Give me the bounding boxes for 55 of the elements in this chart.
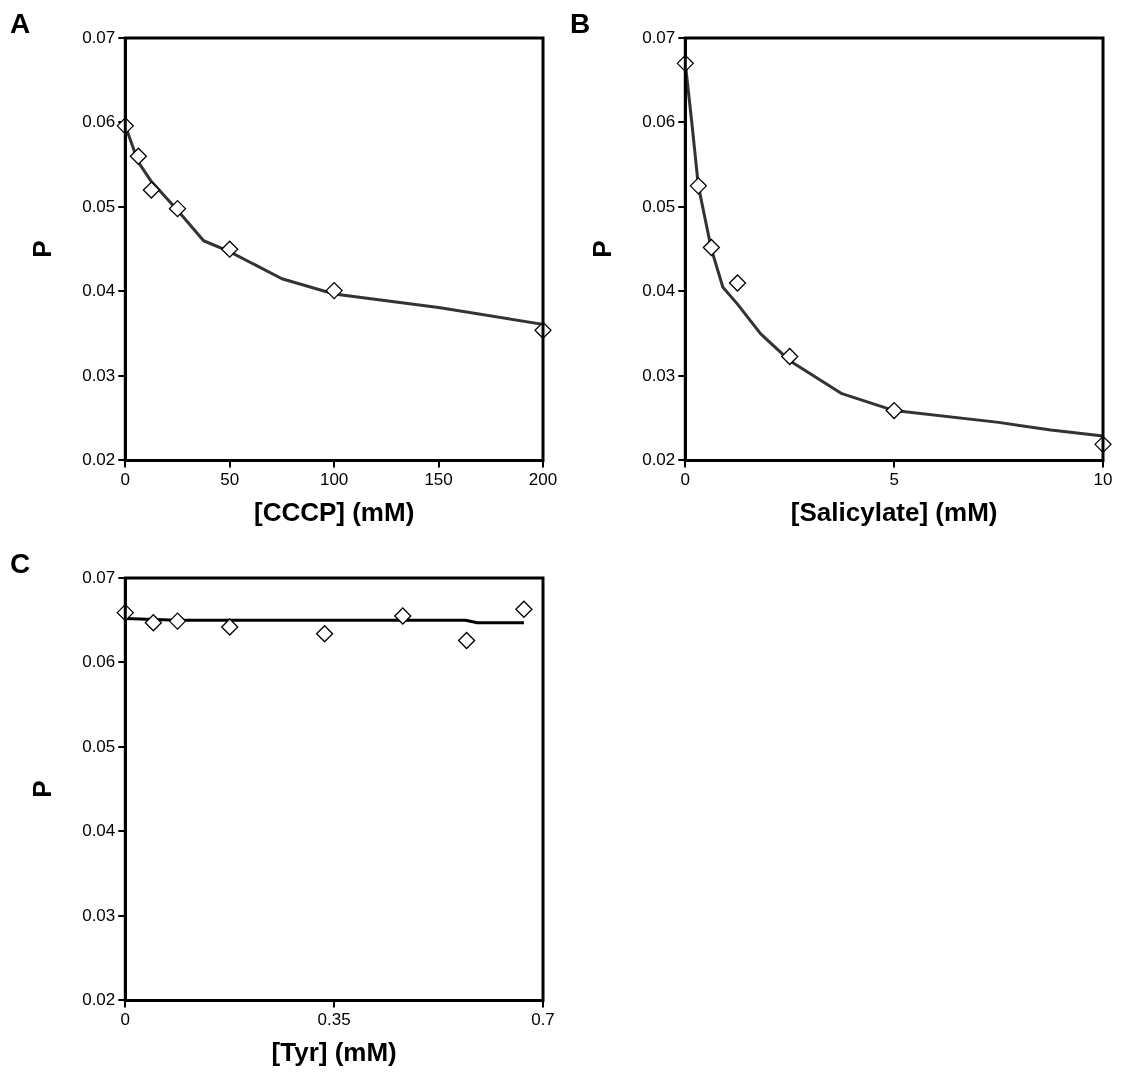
- y-tick-label: 0.03: [82, 365, 116, 385]
- point: [515, 600, 533, 618]
- x-axis-title: [Salicylate] (mM): [790, 496, 998, 527]
- x-tick-label: 0: [120, 1010, 131, 1030]
- y-tick-label: 0.06: [642, 112, 676, 132]
- point: [129, 147, 147, 165]
- x-tick-label: 0.7: [531, 1010, 555, 1030]
- y-tick-label: 0.03: [642, 365, 676, 385]
- point: [168, 200, 187, 218]
- chart-title: B: [570, 8, 591, 40]
- y-tick-label: 0.02: [82, 450, 116, 470]
- point: [144, 614, 162, 632]
- y-axis-title: P: [26, 240, 57, 258]
- y-tick-label: 0.04: [82, 281, 116, 301]
- x-axis-title: [CCCP] (mM): [253, 496, 415, 527]
- y-tick-label: 0.07: [82, 567, 116, 587]
- point: [325, 281, 343, 300]
- y-axis-title: P: [586, 240, 617, 258]
- point: [221, 240, 239, 258]
- y-tick-label: 0.02: [642, 450, 676, 470]
- x-axis-title: [Tyr] (mM): [271, 1036, 397, 1067]
- x-tick-label: 5: [889, 470, 899, 490]
- point: [221, 618, 239, 636]
- y-axis-title: P: [26, 780, 57, 798]
- point: [315, 625, 334, 643]
- y-tick-label: 0.06: [82, 112, 116, 132]
- point: [702, 238, 721, 257]
- y-tick-label: 0.06: [82, 652, 116, 672]
- y-tick-label: 0.03: [82, 905, 116, 925]
- x-tick-label: 0: [120, 470, 131, 490]
- chart-title: C: [10, 548, 31, 580]
- x-tick-label: 150: [424, 470, 453, 490]
- x-tick-label: 100: [319, 470, 349, 490]
- chart-title: A: [10, 8, 31, 40]
- point: [728, 274, 747, 292]
- x-tick-label: 50: [220, 470, 240, 490]
- point: [394, 607, 412, 625]
- y-tick-label: 0.05: [82, 736, 116, 756]
- point: [885, 401, 903, 420]
- y-tick-label: 0.02: [82, 990, 116, 1010]
- point: [168, 612, 187, 630]
- y-tick-label: 0.07: [82, 27, 116, 47]
- y-tick-label: 0.04: [642, 281, 676, 301]
- y-tick-label: 0.05: [642, 196, 676, 216]
- y-tick-label: 0.05: [82, 196, 116, 216]
- x-tick-label: 0.35: [317, 1010, 351, 1030]
- x-tick-label: 10: [1093, 470, 1113, 490]
- point: [457, 631, 476, 650]
- x-tick-label: 0: [680, 470, 691, 490]
- y-tick-label: 0.07: [642, 27, 676, 47]
- point: [142, 181, 161, 199]
- point: [689, 177, 707, 195]
- point: [781, 347, 799, 366]
- x-tick-label: 200: [528, 470, 558, 490]
- y-tick-label: 0.04: [82, 821, 116, 841]
